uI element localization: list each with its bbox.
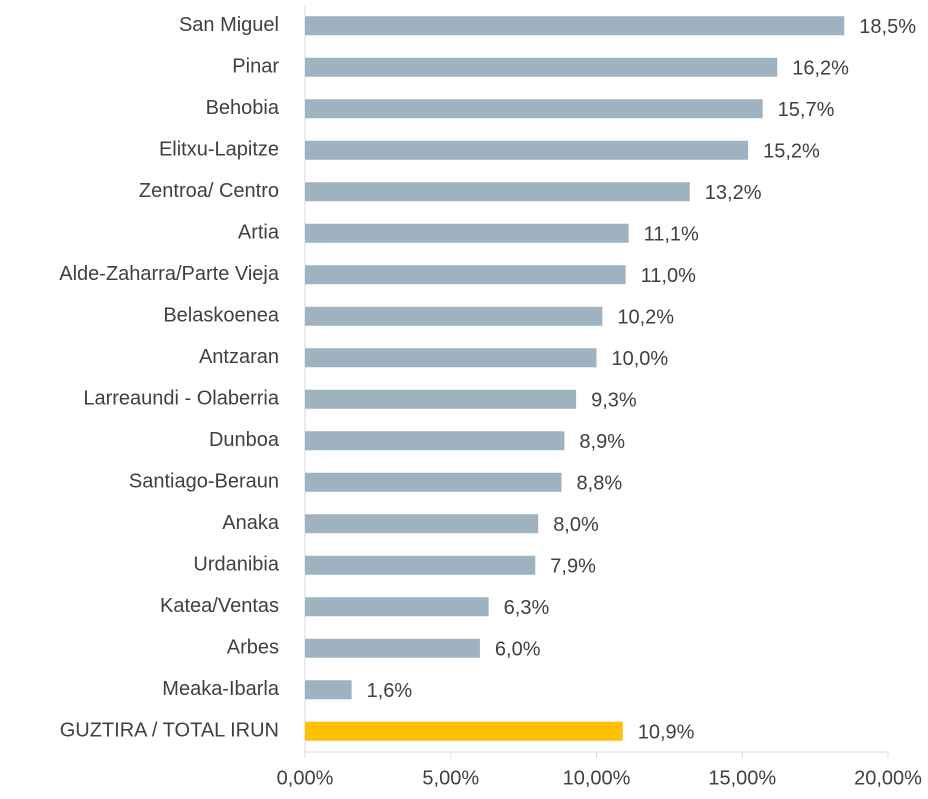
x-tick-label: 10,00% [563, 767, 631, 789]
value-label: 18,5% [859, 16, 916, 38]
value-label: 16,2% [792, 58, 849, 80]
y-tick-label: Katea/Ventas [160, 595, 279, 617]
value-label: 10,9% [638, 722, 695, 744]
value-label: 7,9% [550, 556, 596, 578]
bar [305, 99, 763, 119]
x-tick-label: 15,00% [708, 767, 776, 789]
y-tick-label: Anaka [222, 512, 280, 534]
value-label: 9,3% [591, 390, 637, 412]
value-label: 10,2% [617, 307, 674, 329]
value-label: 15,7% [778, 99, 835, 121]
y-tick-label: San Miguel [179, 14, 279, 36]
bar [305, 306, 603, 326]
y-tick-label: Dunboa [209, 429, 280, 451]
value-label: 11,1% [644, 224, 699, 246]
y-tick-label: Elitxu-Lapitze [159, 139, 279, 161]
value-label: 8,0% [553, 514, 599, 536]
bar [305, 265, 626, 285]
value-label: 1,6% [367, 680, 413, 702]
x-tick-label: 20,00% [854, 767, 922, 789]
bar [305, 638, 480, 658]
bar [305, 223, 629, 243]
value-label: 13,2% [705, 182, 762, 204]
y-tick-label: Antzaran [199, 346, 279, 368]
x-tick-label: 5,00% [422, 767, 479, 789]
y-tick-label: Behobia [206, 97, 280, 119]
bar [305, 680, 352, 700]
bar [305, 721, 623, 741]
value-label: 11,0% [641, 265, 696, 287]
y-tick-label: Pinar [232, 56, 279, 78]
value-label: 8,8% [577, 473, 623, 495]
bar [305, 57, 778, 77]
y-tick-label: GUZTIRA / TOTAL IRUN [60, 720, 279, 742]
y-tick-label: Larreaundi - Olaberria [83, 388, 280, 410]
y-tick-label: Arbes [227, 637, 279, 659]
y-tick-label: Alde-Zaharra/Parte Vieja [59, 263, 280, 285]
y-tick-label: Zentroa/ Centro [139, 180, 279, 202]
y-tick-label: Meaka-Ibarla [162, 678, 280, 700]
bar [305, 140, 749, 160]
value-label: 8,9% [579, 431, 625, 453]
bar [305, 431, 565, 451]
bar [305, 514, 539, 534]
y-tick-label: Santiago-Beraun [129, 471, 279, 493]
y-tick-label: Artia [238, 222, 280, 244]
bar [305, 348, 597, 368]
x-tick-label: 0,00% [277, 767, 334, 789]
value-label: 6,3% [504, 597, 550, 619]
bar [305, 16, 845, 36]
bar [305, 597, 489, 617]
value-label: 10,0% [612, 348, 669, 370]
value-label: 15,2% [763, 141, 820, 163]
y-tick-label: Urdanibia [193, 554, 279, 576]
y-tick-label: Belaskoenea [163, 305, 280, 327]
bar [305, 472, 562, 492]
bar [305, 182, 690, 202]
value-label: 6,0% [495, 639, 541, 661]
bar [305, 389, 577, 409]
bar [305, 555, 536, 575]
